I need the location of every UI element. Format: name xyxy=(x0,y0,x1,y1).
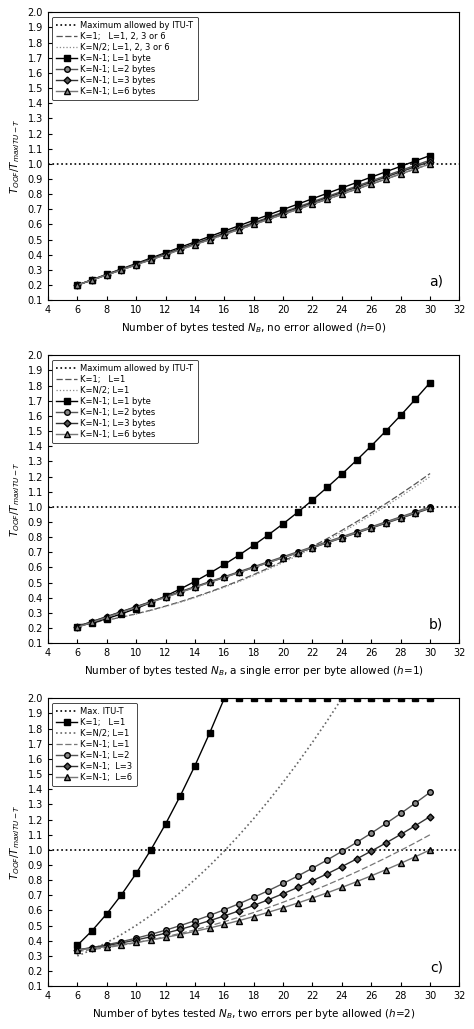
Text: c): c) xyxy=(430,961,443,974)
Legend: Max. ITU-T, K=1;   L=1, K=N/2; L=1, K=N-1; L=1, K=N-1; L=2, K=N-1;  L=3, K=N-1; : Max. ITU-T, K=1; L=1, K=N/2; L=1, K=N-1;… xyxy=(52,703,137,786)
Y-axis label: $T_{OOF}/T_{maxITU-T}$: $T_{OOF}/T_{maxITU-T}$ xyxy=(9,805,22,880)
Legend: Maximum allowed by ITU-T, K=1;   L=1, K=N/2; L=1, K=N-1; L=1 byte, K=N-1; L=2 by: Maximum allowed by ITU-T, K=1; L=1, K=N/… xyxy=(52,359,198,443)
X-axis label: Number of bytes tested $N_B$, two errors per byte allowed ($h$=2): Number of bytes tested $N_B$, two errors… xyxy=(92,1006,416,1021)
Legend: Maximum allowed by ITU-T, K=1;   L=1, 2, 3 or 6, K=N/2; L=1, 2, 3 or 6, K=N-1; L: Maximum allowed by ITU-T, K=1; L=1, 2, 3… xyxy=(52,16,198,101)
Y-axis label: $T_{OOF}/T_{maxITU-T}$: $T_{OOF}/T_{maxITU-T}$ xyxy=(9,118,22,194)
Y-axis label: $T_{OOF}/T_{maxITU-T}$: $T_{OOF}/T_{maxITU-T}$ xyxy=(9,461,22,537)
X-axis label: Number of bytes tested $N_B$, no error allowed ($h$=0): Number of bytes tested $N_B$, no error a… xyxy=(121,321,386,334)
Text: b): b) xyxy=(429,617,443,632)
X-axis label: Number of bytes tested $N_B$, a single error per byte allowed ($h$=1): Number of bytes tested $N_B$, a single e… xyxy=(84,664,424,678)
Text: a): a) xyxy=(429,275,443,289)
